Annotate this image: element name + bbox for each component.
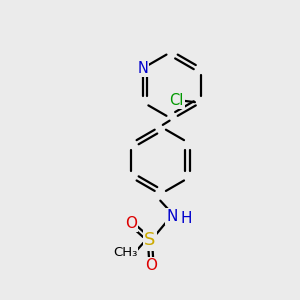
Text: O: O (146, 258, 158, 273)
Text: N: N (137, 61, 148, 76)
Text: CH₃: CH₃ (113, 246, 137, 259)
Text: H: H (181, 211, 192, 226)
Text: Cl: Cl (169, 93, 184, 108)
Text: N: N (167, 209, 178, 224)
Text: S: S (144, 231, 156, 249)
Text: O: O (125, 216, 137, 231)
